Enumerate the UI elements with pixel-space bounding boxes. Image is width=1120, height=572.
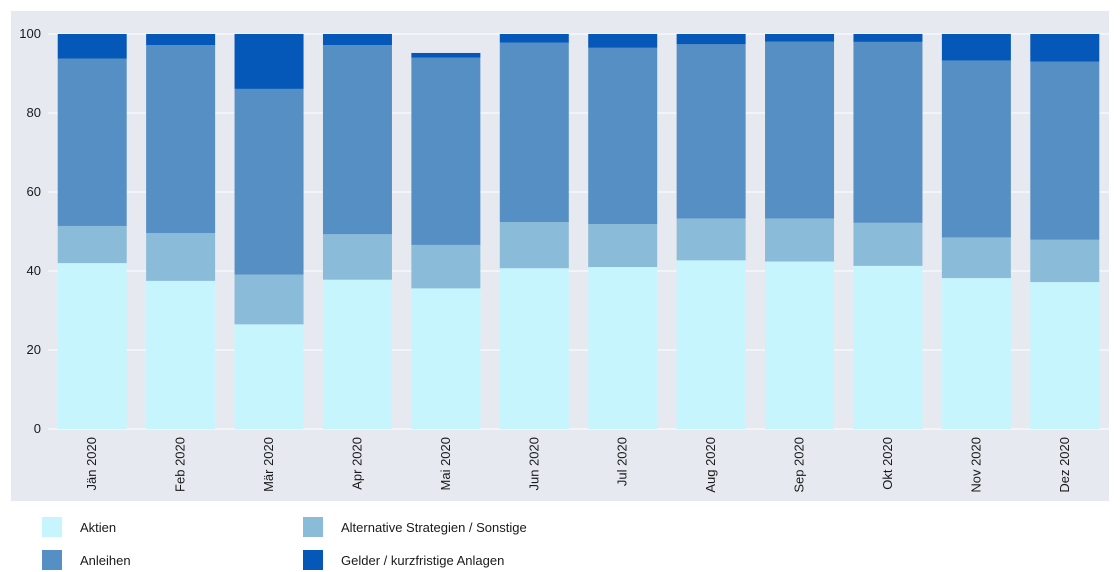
bar-segment-1-4	[57, 34, 127, 59]
bar-segment-8-3	[676, 44, 746, 219]
bar-segment-8-1	[676, 260, 746, 429]
legend-swatch-anleihen	[42, 550, 62, 570]
bar-segment-5-2	[411, 244, 481, 289]
bar-segment-11-2	[941, 237, 1011, 279]
x-tick-label: Aug 2020	[703, 437, 718, 493]
bar-segment-4-4	[322, 34, 392, 46]
bar-segment-2-3	[146, 45, 216, 234]
y-axis: 0 20 40 60 80 100	[19, 26, 41, 436]
legend-swatch-aktien	[42, 517, 62, 537]
bar-segment-12-1	[1030, 282, 1100, 429]
bar-segment-9-4	[765, 34, 835, 42]
grid-layer	[48, 33, 1109, 430]
bar-segment-10-4	[853, 34, 923, 42]
x-tick-label: Nov 2020	[968, 437, 983, 493]
bar-segment-9-2	[765, 218, 835, 262]
x-tick-label: Sep 2020	[792, 437, 807, 493]
x-tick-label: Apr 2020	[349, 437, 364, 490]
bar-segment-9-3	[765, 41, 835, 219]
bar-segment-4-1	[322, 279, 392, 429]
chart-panel: 0 20 40 60 80 100 Jän 2020 Feb 2020 Mär 2020 Apr…	[11, 11, 1109, 501]
legend-label-anleihen: Anleihen	[80, 552, 131, 568]
bar-segment-8-4	[676, 34, 746, 45]
bar-segment-6-2	[499, 222, 569, 269]
x-axis: Jän 2020 Feb 2020 Mär 2020 Apr 2020 Mai 2020…	[84, 437, 1072, 493]
bar-segment-1-3	[57, 58, 127, 226]
bar-segment-12-4	[1030, 34, 1100, 62]
bar-segment-7-4	[588, 34, 658, 48]
bar-segment-6-3	[499, 42, 569, 223]
bar-segment-7-1	[588, 267, 658, 429]
bar-segment-1-1	[57, 263, 127, 429]
bar-segment-11-4	[941, 34, 1011, 61]
x-tick-label: Mai 2020	[438, 437, 453, 490]
x-tick-label: Okt 2020	[880, 437, 895, 490]
legend-item-alternative: Alternative Strategien / Sonstige	[303, 517, 527, 537]
bar-segment-5-4	[411, 52, 481, 58]
legend: Aktien Alternative Strategien / Sonstige…	[0, 505, 1120, 572]
bar-segment-9-1	[765, 261, 835, 429]
bar-segment-11-1	[941, 278, 1011, 429]
legend-swatch-alternative	[303, 517, 323, 537]
bar-segment-1-2	[57, 225, 127, 264]
bars	[57, 34, 1100, 429]
bar-segment-7-2	[588, 223, 658, 268]
y-tick-label: 60	[27, 184, 41, 199]
x-tick-label: Dez 2020	[1057, 437, 1072, 493]
legend-swatch-gelder	[303, 550, 323, 570]
y-tick-label: 20	[27, 342, 41, 357]
bar-segment-2-4	[146, 34, 216, 46]
bar-segment-10-1	[853, 265, 923, 429]
bar-segment-10-2	[853, 222, 923, 266]
bar-segment-8-2	[676, 218, 746, 261]
y-tick-label: 80	[27, 105, 41, 120]
legend-label-alternative: Alternative Strategien / Sonstige	[341, 519, 527, 535]
legend-item-aktien: Aktien	[42, 517, 116, 537]
x-tick-label: Jän 2020	[84, 437, 99, 491]
bar-segment-6-4	[499, 34, 569, 43]
legend-label-gelder: Gelder / kurzfristige Anlagen	[341, 552, 505, 568]
legend-item-gelder: Gelder / kurzfristige Anlagen	[303, 550, 504, 570]
bar-segment-2-1	[146, 280, 216, 429]
x-tick-label: Feb 2020	[173, 437, 188, 492]
bar-segment-7-3	[588, 47, 658, 224]
stacked-bar-chart: 0 20 40 60 80 100 Jän 2020 Feb 2020 Mär 2020 Apr…	[19, 26, 1109, 493]
bar-segment-5-1	[411, 288, 481, 429]
y-tick-label: 100	[19, 26, 41, 41]
bar-segment-4-2	[322, 234, 392, 280]
legend-label-aktien: Aktien	[80, 519, 117, 535]
y-tick-label: 0	[34, 421, 41, 436]
bar-segment-3-4	[234, 34, 304, 89]
bar-segment-12-3	[1030, 61, 1100, 240]
bar-segment-2-2	[146, 233, 216, 281]
legend-item-anleihen: Anleihen	[42, 550, 131, 570]
x-tick-label: Mär 2020	[261, 437, 276, 492]
bar-segment-3-1	[234, 324, 304, 429]
bar-segment-3-3	[234, 88, 304, 275]
bar-segment-11-3	[941, 60, 1011, 238]
y-tick-label: 40	[27, 263, 41, 278]
bar-segment-12-2	[1030, 239, 1100, 283]
bar-segment-4-3	[322, 45, 392, 235]
bar-segment-5-3	[411, 57, 481, 245]
bar-segment-6-1	[499, 268, 569, 429]
bar-segment-3-2	[234, 274, 304, 325]
x-tick-label: Jul 2020	[615, 437, 630, 486]
bar-segment-10-3	[853, 41, 923, 223]
x-tick-label: Jun 2020	[526, 437, 541, 491]
